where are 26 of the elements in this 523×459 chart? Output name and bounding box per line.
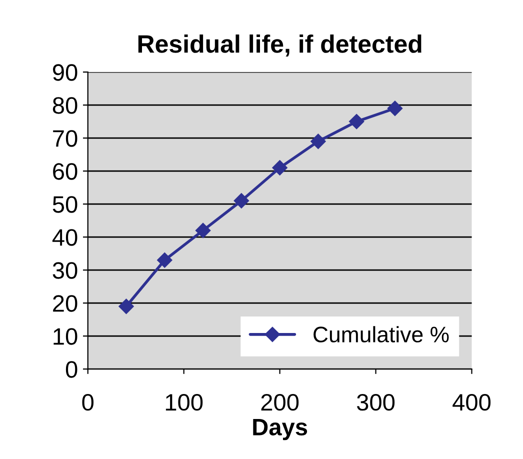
y-tick-label: 0: [66, 361, 78, 378]
y-tick-label: 80: [52, 97, 78, 114]
legend-label: Cumulative %: [314, 326, 449, 342]
point: [157, 252, 172, 268]
x-tick-label: 200: [261, 394, 299, 411]
y-tick-label: 10: [54, 328, 78, 345]
x-tick-label: 100: [166, 394, 203, 411]
y-tick-label: 90: [52, 64, 78, 81]
point: [234, 193, 249, 208]
point: [118, 298, 134, 314]
y-tick-label: 40: [52, 229, 78, 246]
x-axis-title: Days: [253, 418, 308, 440]
y-tick-label: 30: [52, 262, 78, 279]
y-tick-label: 50: [52, 196, 78, 213]
point: [272, 160, 288, 176]
x-tick-label: 400: [452, 394, 491, 411]
point: [387, 100, 403, 116]
x-tick-label: 300: [356, 394, 395, 411]
point: [195, 222, 211, 238]
y-tick-label: 20: [53, 295, 78, 312]
y-tick-label: 60: [53, 163, 78, 180]
point: [349, 114, 364, 130]
point: [310, 134, 326, 149]
x-tick-label: 0: [82, 394, 94, 411]
chart-title: Residual life, if detected: [138, 34, 422, 56]
y-tick-label: 70: [53, 130, 78, 147]
